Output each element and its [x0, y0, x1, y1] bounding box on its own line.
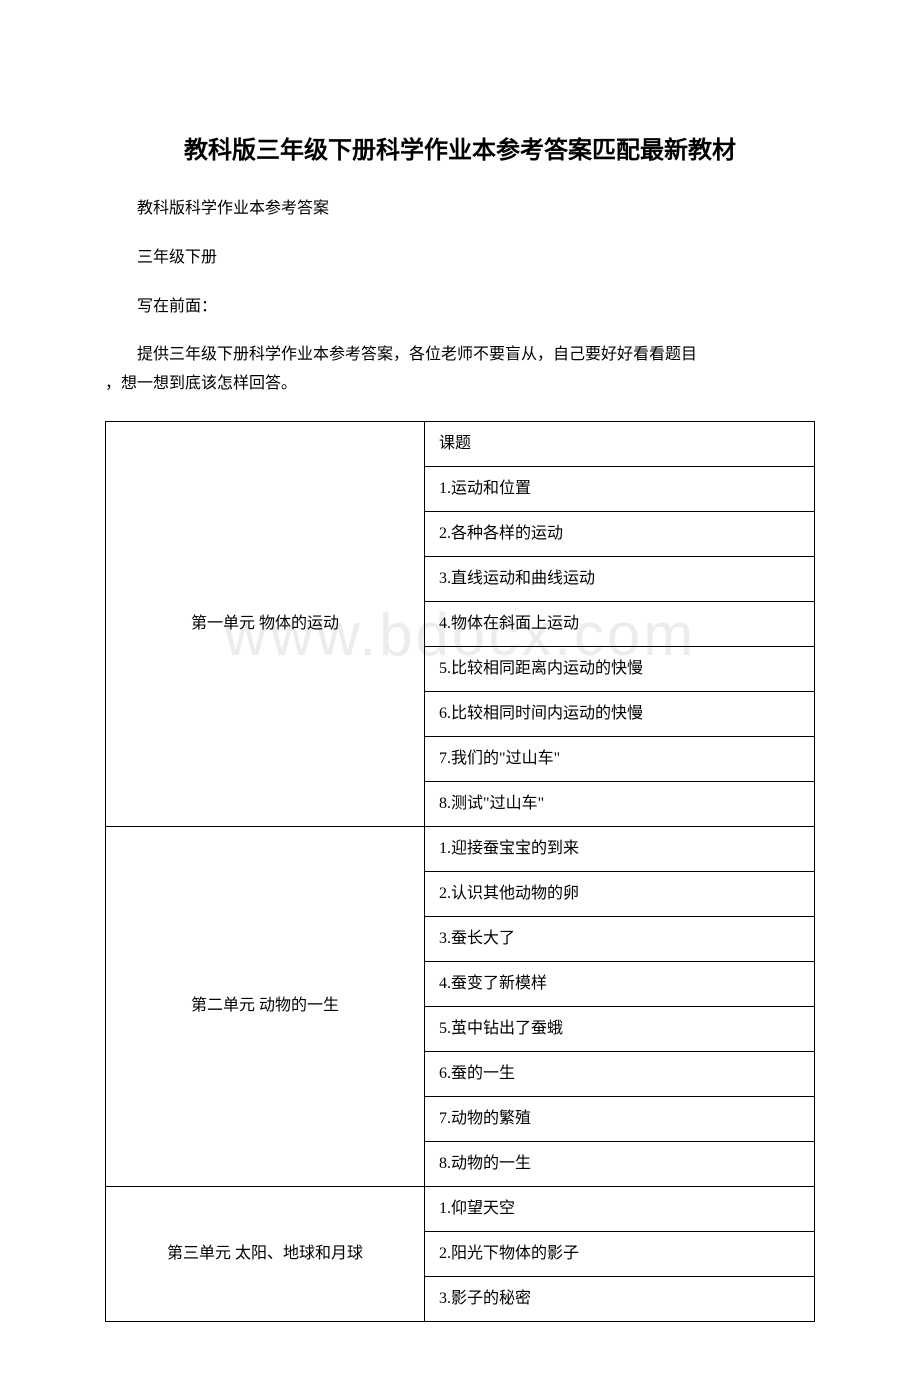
topic-cell: 1.运动和位置: [425, 466, 815, 511]
table-row: 第二单元 动物的一生1.迎接蚕宝宝的到来: [106, 826, 815, 871]
document-title: 教科版三年级下册科学作业本参考答案匹配最新教材: [105, 130, 815, 165]
topic-cell: 2.各种各样的运动: [425, 511, 815, 556]
topic-cell: 3.直线运动和曲线运动: [425, 556, 815, 601]
unit-cell: 第一单元 物体的运动: [106, 421, 425, 826]
table-row: 第三单元 太阳、地球和月球1.仰望天空: [106, 1186, 815, 1231]
topic-cell: 8.测试"过山车": [425, 781, 815, 826]
unit-cell: 第二单元 动物的一生: [106, 826, 425, 1186]
topic-cell: 7.我们的"过山车": [425, 736, 815, 781]
table-row: 第一单元 物体的运动课题: [106, 421, 815, 466]
topic-cell: 3.蚕长大了: [425, 916, 815, 961]
intro-line-2: 三年级下册: [105, 244, 815, 273]
unit-cell: 第三单元 太阳、地球和月球: [106, 1186, 425, 1321]
topic-cell: 7.动物的繁殖: [425, 1096, 815, 1141]
intro-line-1: 教科版科学作业本参考答案: [105, 195, 815, 224]
topic-cell: 5.比较相同距离内运动的快慢: [425, 646, 815, 691]
topic-cell: 6.比较相同时间内运动的快慢: [425, 691, 815, 736]
topic-cell: 8.动物的一生: [425, 1141, 815, 1186]
contents-table: 第一单元 物体的运动课题1.运动和位置2.各种各样的运动3.直线运动和曲线运动4…: [105, 421, 815, 1322]
intro-line-4-p1: 提供三年级下册科学作业本参考答案，各位老师不要盲从，自己要好好看看题目: [105, 341, 697, 370]
intro-line-4: 提供三年级下册科学作业本参考答案，各位老师不要盲从，自己要好好看看题目 ，想一想…: [105, 341, 815, 399]
topic-cell: 6.蚕的一生: [425, 1051, 815, 1096]
topic-cell: 4.蚕变了新模样: [425, 961, 815, 1006]
topic-cell: 3.影子的秘密: [425, 1276, 815, 1321]
intro-line-4-p2: ，想一想到底该怎样回答。: [105, 375, 297, 392]
topic-cell: 2.阳光下物体的影子: [425, 1231, 815, 1276]
document-content: 教科版三年级下册科学作业本参考答案匹配最新教材 教科版科学作业本参考答案 三年级…: [105, 130, 815, 1322]
topic-cell: 5.茧中钻出了蚕蛾: [425, 1006, 815, 1051]
topic-header-cell: 课题: [425, 421, 815, 466]
topic-cell: 4.物体在斜面上运动: [425, 601, 815, 646]
topic-cell: 1.仰望天空: [425, 1186, 815, 1231]
intro-line-3: 写在前面：: [105, 293, 815, 322]
topic-cell: 1.迎接蚕宝宝的到来: [425, 826, 815, 871]
topic-cell: 2.认识其他动物的卵: [425, 871, 815, 916]
